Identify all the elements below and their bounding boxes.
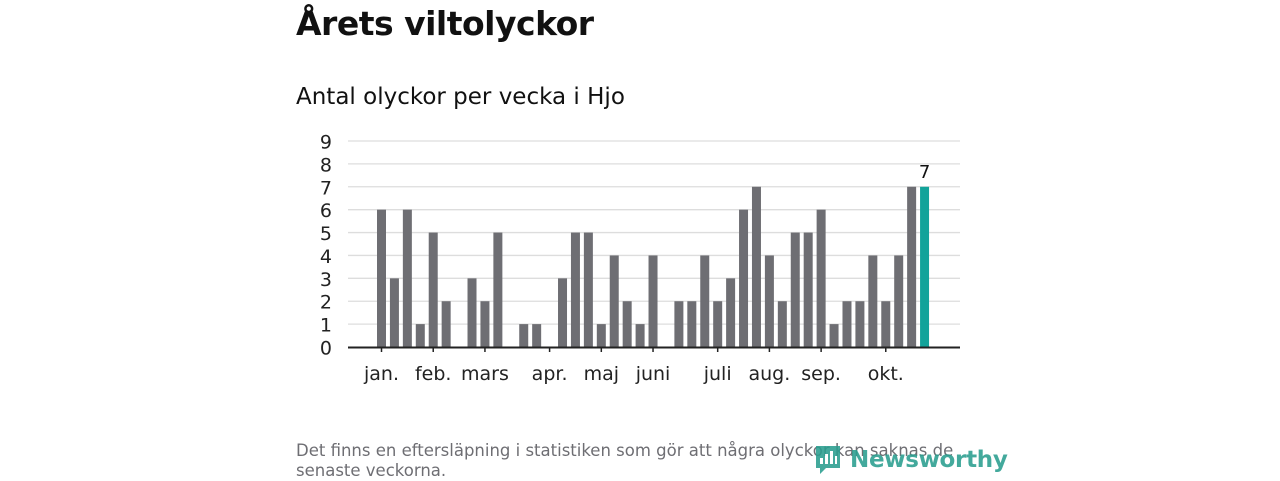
y-tick-label: 4	[320, 246, 332, 268]
y-tick-label: 0	[320, 338, 332, 360]
x-tick-label: mars	[461, 363, 509, 385]
y-tick-label: 7	[320, 177, 332, 199]
newsworthy-logo-icon	[816, 446, 840, 474]
x-tick-label: aug.	[749, 363, 791, 385]
bar	[907, 186, 917, 347]
x-tick-label: juni	[635, 363, 671, 385]
bars	[377, 186, 930, 347]
bar	[881, 301, 891, 347]
x-tick-label: jan.	[363, 363, 399, 385]
y-tick-label: 3	[320, 269, 332, 291]
bar	[674, 301, 684, 347]
bar	[415, 324, 425, 347]
y-tick-label: 1	[320, 315, 332, 337]
bar	[726, 278, 736, 347]
bar	[700, 255, 710, 347]
highlight-value-label: 7	[919, 162, 930, 183]
bar	[570, 232, 580, 347]
bar	[583, 232, 593, 347]
newsworthy-logo-text: Newsworthy	[850, 447, 1008, 473]
bar	[790, 232, 800, 347]
bar	[480, 301, 490, 347]
newsworthy-logo: Newsworthy	[814, 444, 1008, 476]
bar	[777, 301, 787, 347]
bar	[764, 255, 774, 347]
bar	[894, 255, 904, 347]
y-tick-label: 8	[320, 154, 332, 176]
bar	[842, 301, 852, 347]
bar	[829, 324, 839, 347]
bar	[402, 209, 412, 347]
bar	[532, 324, 542, 347]
bar	[428, 232, 438, 347]
bar	[803, 232, 813, 347]
y-tick-label: 6	[320, 200, 332, 222]
bar	[377, 209, 386, 347]
bar	[609, 255, 619, 347]
bar	[855, 301, 865, 347]
x-tick-label: sep.	[801, 363, 841, 385]
x-tick-label: juli	[703, 363, 732, 385]
bar	[558, 278, 568, 347]
bar	[467, 278, 477, 347]
bar	[596, 324, 606, 347]
bar	[687, 301, 697, 347]
x-tick-label: apr.	[532, 363, 568, 385]
x-tick-label: maj	[584, 363, 619, 385]
chart-subtitle: Antal olyckor per vecka i Hjo	[296, 84, 625, 110]
bar	[493, 232, 503, 347]
y-tick-label: 5	[320, 223, 332, 245]
bar	[868, 255, 878, 347]
bar	[519, 324, 529, 347]
footnote: Det finns en eftersläpning i statistiken…	[296, 441, 954, 480]
bar	[622, 301, 632, 347]
bar	[441, 301, 451, 347]
y-tick-label: 9	[320, 132, 332, 154]
bar	[713, 301, 723, 347]
bar	[635, 324, 645, 347]
bar	[389, 278, 399, 347]
bar	[920, 186, 930, 347]
bar	[816, 209, 826, 347]
bar	[739, 209, 749, 347]
bar	[751, 186, 761, 347]
x-tick-label: okt.	[868, 363, 904, 385]
page-title: Årets viltolyckor	[296, 4, 594, 43]
bar	[648, 255, 658, 347]
y-tick-label: 2	[320, 292, 332, 314]
x-axis-month-labels: jan. feb. mars apr. maj juni juli aug. sep. okt.	[363, 347, 904, 385]
x-tick-label: feb.	[415, 363, 451, 385]
